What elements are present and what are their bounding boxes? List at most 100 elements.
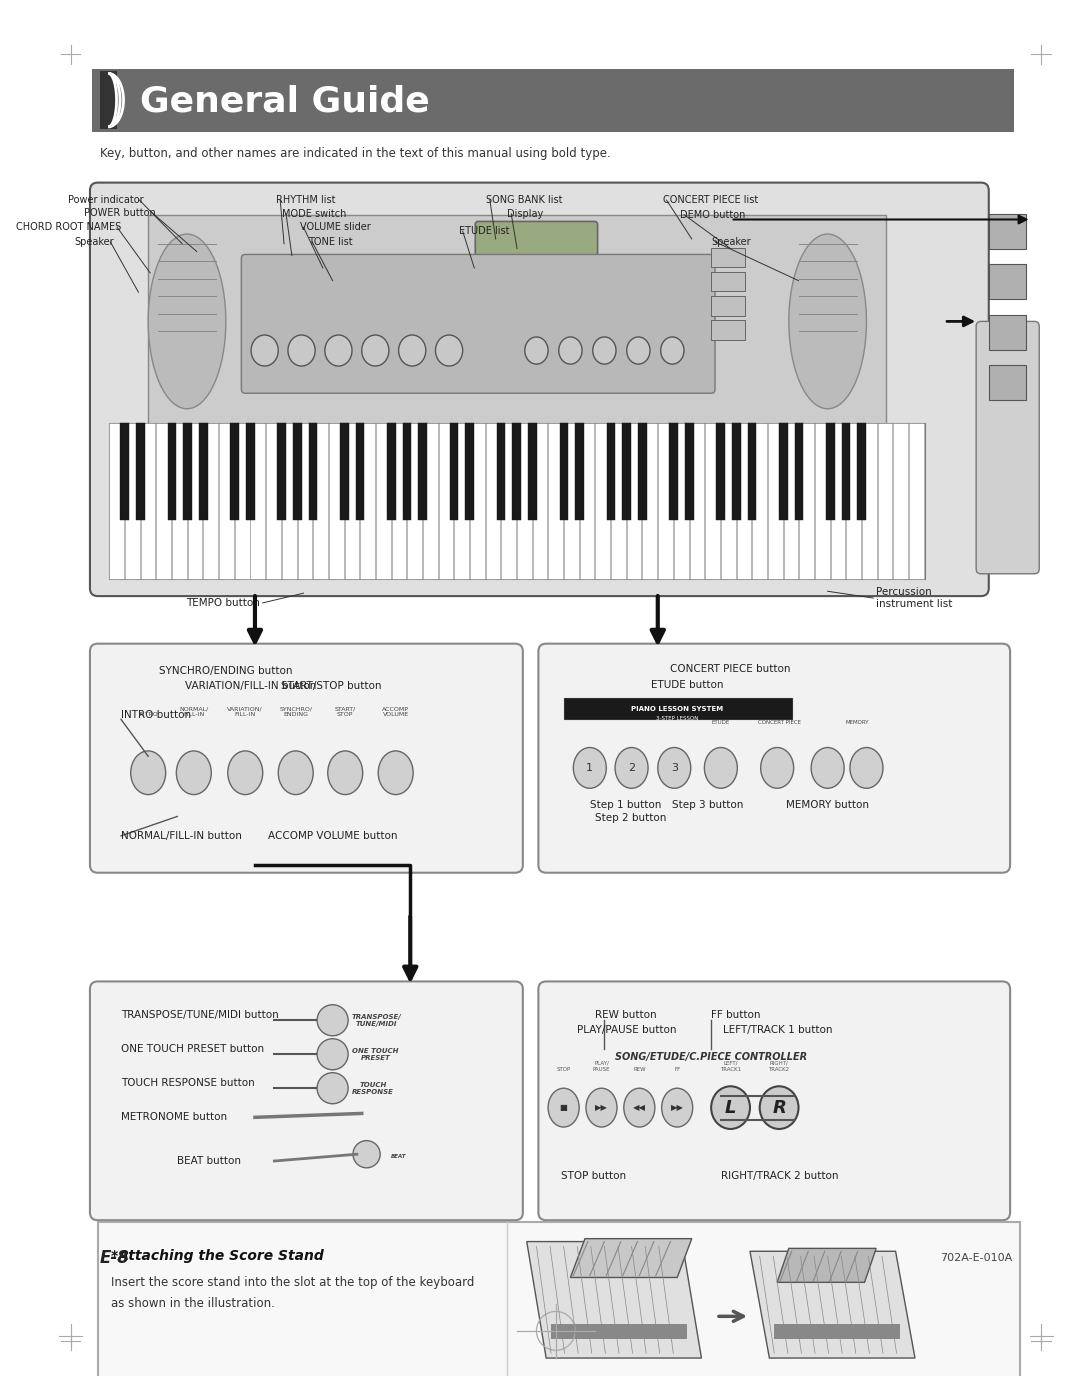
Text: Step 1 button: Step 1 button bbox=[590, 800, 661, 810]
Text: STOP button: STOP button bbox=[561, 1171, 625, 1180]
Bar bbox=[580, 423, 594, 578]
Bar bbox=[403, 423, 411, 520]
Bar bbox=[501, 423, 516, 578]
Text: Speaker: Speaker bbox=[711, 237, 751, 247]
Bar bbox=[643, 423, 657, 578]
Text: TOUCH RESPONSE button: TOUCH RESPONSE button bbox=[121, 1078, 255, 1088]
Bar bbox=[858, 423, 866, 520]
Ellipse shape bbox=[228, 752, 262, 795]
Ellipse shape bbox=[353, 1140, 380, 1168]
Text: METRONOME button: METRONOME button bbox=[121, 1112, 227, 1122]
Ellipse shape bbox=[715, 1088, 746, 1127]
Ellipse shape bbox=[318, 1004, 348, 1035]
Text: ONE TOUCH
PRESET: ONE TOUCH PRESET bbox=[352, 1048, 399, 1060]
Ellipse shape bbox=[148, 235, 226, 409]
Text: NORMAL/
FILL-IN: NORMAL/ FILL-IN bbox=[179, 707, 208, 718]
Ellipse shape bbox=[760, 747, 794, 788]
Text: Display: Display bbox=[508, 208, 543, 219]
Bar bbox=[595, 423, 610, 578]
Text: INTRO: INTRO bbox=[138, 712, 158, 718]
Bar bbox=[685, 423, 693, 520]
Polygon shape bbox=[570, 1239, 692, 1277]
Ellipse shape bbox=[251, 335, 279, 366]
Ellipse shape bbox=[288, 335, 315, 366]
Bar bbox=[361, 423, 375, 578]
Text: START/
STOP: START/ STOP bbox=[335, 707, 355, 718]
Text: SYNCHRO/ENDING button: SYNCHRO/ENDING button bbox=[159, 666, 293, 676]
Ellipse shape bbox=[558, 337, 582, 365]
FancyBboxPatch shape bbox=[539, 982, 1010, 1220]
Bar bbox=[517, 423, 531, 578]
Text: 3: 3 bbox=[671, 763, 678, 773]
Text: BEAT button: BEAT button bbox=[177, 1155, 241, 1166]
Text: SONG/ETUDE/C.PIECE CONTROLLER: SONG/ETUDE/C.PIECE CONTROLLER bbox=[616, 1052, 807, 1062]
Text: VARIATION/FILL-IN button: VARIATION/FILL-IN button bbox=[185, 682, 316, 692]
Polygon shape bbox=[750, 1252, 915, 1358]
Text: CONCERT PIECE button: CONCERT PIECE button bbox=[671, 664, 791, 673]
Bar bbox=[720, 423, 735, 578]
Bar bbox=[768, 423, 783, 578]
Ellipse shape bbox=[624, 1088, 654, 1127]
Text: VOLUME slider: VOLUME slider bbox=[299, 222, 370, 232]
Bar bbox=[711, 272, 745, 292]
Ellipse shape bbox=[662, 1088, 692, 1127]
Bar bbox=[576, 423, 584, 520]
Text: MODE switch: MODE switch bbox=[282, 208, 347, 219]
Bar bbox=[266, 423, 281, 578]
Text: ◀◀: ◀◀ bbox=[633, 1104, 646, 1112]
Ellipse shape bbox=[850, 747, 883, 788]
FancyBboxPatch shape bbox=[475, 222, 597, 300]
Bar bbox=[251, 423, 266, 578]
Bar bbox=[172, 423, 187, 578]
Ellipse shape bbox=[593, 337, 616, 365]
Bar bbox=[99, 71, 117, 129]
Ellipse shape bbox=[704, 747, 738, 788]
Bar bbox=[97, 1222, 1020, 1397]
Bar bbox=[497, 423, 505, 520]
Bar bbox=[121, 423, 130, 520]
Bar bbox=[774, 1324, 901, 1338]
Text: ACCOMP
VOLUME: ACCOMP VOLUME bbox=[382, 707, 409, 718]
Ellipse shape bbox=[811, 747, 845, 788]
FancyBboxPatch shape bbox=[539, 644, 1010, 873]
Text: CHORD ROOT NAMES: CHORD ROOT NAMES bbox=[16, 222, 121, 232]
Polygon shape bbox=[527, 1242, 701, 1358]
Bar bbox=[989, 314, 1026, 349]
FancyBboxPatch shape bbox=[90, 183, 989, 597]
Bar bbox=[407, 423, 422, 578]
Ellipse shape bbox=[325, 335, 352, 366]
Ellipse shape bbox=[548, 1088, 579, 1127]
Bar bbox=[313, 423, 328, 578]
Ellipse shape bbox=[318, 1073, 348, 1104]
Bar bbox=[862, 423, 877, 578]
Text: ETUDE list: ETUDE list bbox=[459, 226, 510, 236]
Text: TOUCH
RESPONSE: TOUCH RESPONSE bbox=[352, 1081, 394, 1095]
Text: LEFT/
TRACK1: LEFT/ TRACK1 bbox=[720, 1060, 741, 1071]
Text: TRANSPOSE/
TUNE/MIDI: TRANSPOSE/ TUNE/MIDI bbox=[352, 1014, 402, 1027]
Text: FF button: FF button bbox=[711, 1010, 760, 1020]
Text: 2: 2 bbox=[627, 763, 635, 773]
Bar bbox=[753, 423, 767, 578]
Bar bbox=[607, 423, 616, 520]
Text: CONCERT PIECE: CONCERT PIECE bbox=[757, 721, 800, 725]
Ellipse shape bbox=[788, 235, 866, 409]
Text: Speaker: Speaker bbox=[75, 237, 114, 247]
Bar bbox=[989, 214, 1026, 249]
Text: ONE TOUCH PRESET button: ONE TOUCH PRESET button bbox=[121, 1045, 265, 1055]
Ellipse shape bbox=[327, 752, 363, 795]
Bar bbox=[711, 320, 745, 339]
Text: MEMORY: MEMORY bbox=[845, 721, 868, 725]
Bar bbox=[184, 423, 192, 520]
Bar bbox=[532, 423, 548, 578]
Ellipse shape bbox=[759, 1087, 798, 1129]
Text: PIANO LESSON SYSTEM: PIANO LESSON SYSTEM bbox=[631, 705, 724, 711]
FancyBboxPatch shape bbox=[976, 321, 1039, 574]
Bar bbox=[282, 423, 297, 578]
Bar bbox=[470, 423, 485, 578]
Bar bbox=[188, 423, 202, 578]
Ellipse shape bbox=[661, 337, 684, 365]
Text: POWER button: POWER button bbox=[84, 208, 156, 218]
Bar bbox=[140, 423, 156, 578]
Ellipse shape bbox=[279, 752, 313, 795]
Text: DEMO button: DEMO button bbox=[680, 210, 745, 219]
